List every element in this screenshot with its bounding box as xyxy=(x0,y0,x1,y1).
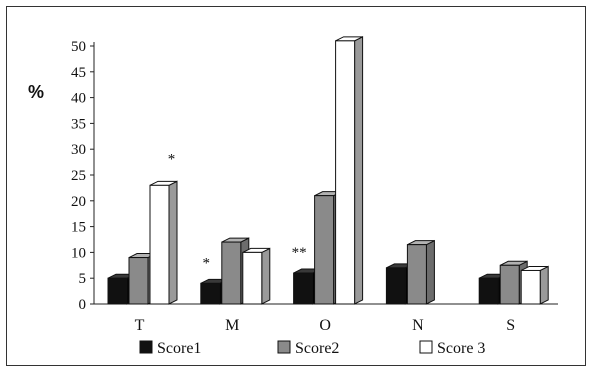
bar-front xyxy=(335,40,356,305)
legend: Score1 Score2 Score 3 xyxy=(139,340,485,357)
bar-front xyxy=(478,277,499,305)
significance-marker: * xyxy=(168,151,176,167)
bar-front xyxy=(200,282,221,305)
legend-label: Score 3 xyxy=(437,340,485,357)
x-tick-label: N xyxy=(412,317,424,334)
y-tick-label: 20 xyxy=(71,194,86,210)
y-tick-label: 0 xyxy=(79,297,87,313)
chart-frame xyxy=(6,6,586,366)
bar-front xyxy=(128,257,149,305)
y-tick-label: 30 xyxy=(71,142,86,158)
bar-front xyxy=(149,184,170,305)
bar-side xyxy=(425,239,435,305)
x-tick-label: M xyxy=(225,317,239,334)
y-axis-label: % xyxy=(28,82,44,102)
bar-front xyxy=(314,195,335,305)
bar-front xyxy=(242,251,263,305)
legend-swatch xyxy=(277,340,291,354)
y-tick-label: 50 xyxy=(71,39,86,55)
x-tick-label: T xyxy=(135,317,145,334)
y-tick-label: 35 xyxy=(71,116,86,132)
bar xyxy=(149,180,178,305)
bar-front xyxy=(293,272,314,305)
bar-front xyxy=(499,264,520,305)
bar-front xyxy=(221,241,242,305)
x-tick-label: O xyxy=(319,317,331,334)
y-tick-label: 15 xyxy=(71,220,86,236)
bars xyxy=(107,36,549,305)
y-tick-label: 45 xyxy=(71,65,86,81)
legend-swatch xyxy=(419,340,433,354)
bar-side xyxy=(261,247,271,305)
bar xyxy=(520,265,549,305)
annotations: **** xyxy=(168,151,307,271)
significance-marker: * xyxy=(203,255,211,271)
bar-front xyxy=(406,244,427,305)
x-tick-label: S xyxy=(506,317,515,334)
bar xyxy=(335,36,364,305)
bar-front xyxy=(520,269,541,305)
bar-side xyxy=(354,36,364,305)
significance-marker: ** xyxy=(292,245,307,261)
bar-side xyxy=(168,180,178,305)
bar-front xyxy=(107,277,128,305)
bar xyxy=(406,239,435,305)
legend-label: Score1 xyxy=(157,340,201,357)
legend-item: Score1 xyxy=(139,340,201,357)
legend-item: Score 3 xyxy=(419,340,485,357)
legend-label: Score2 xyxy=(295,340,339,357)
y-tick-label: 10 xyxy=(71,245,86,261)
bar-side xyxy=(539,265,549,305)
tick-labels: 0 5 10 15 20 25 30 35 40 45 50 T M O N S xyxy=(71,39,515,334)
bar-front xyxy=(385,267,406,305)
y-tick-label: 25 xyxy=(71,168,86,184)
y-tick-label: 40 xyxy=(71,91,86,107)
bar xyxy=(242,247,271,305)
legend-swatch xyxy=(139,340,153,354)
y-tick-label: 5 xyxy=(79,271,87,287)
legend-item: Score2 xyxy=(277,340,339,357)
